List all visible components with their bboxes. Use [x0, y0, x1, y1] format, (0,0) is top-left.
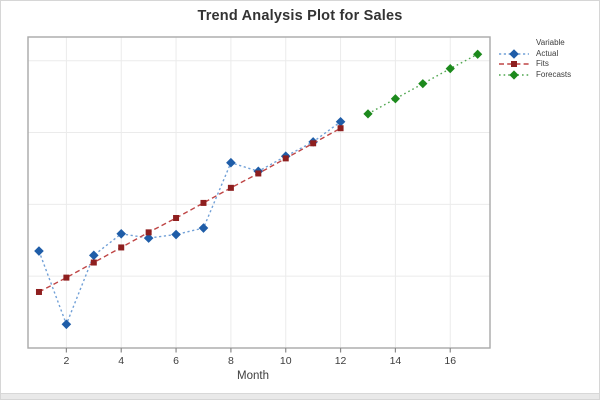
legend-item-actual: Actual [498, 49, 571, 60]
legend-item-label: Forecasts [536, 69, 572, 79]
legend: Variable Actual Fits Forecasts [498, 38, 571, 80]
legend-item-label: Actual [536, 48, 559, 58]
fits-series-marker-icon [499, 61, 529, 68]
forecasts-series-marker-icon [499, 70, 529, 80]
svg-text:6: 6 [173, 355, 179, 367]
legend-item-label: Fits [536, 59, 549, 68]
svg-text:12: 12 [335, 355, 347, 367]
window-bottom-edge [1, 393, 599, 399]
svg-text:16: 16 [444, 355, 456, 367]
x-axis-label: Month [237, 370, 269, 382]
svg-text:4: 4 [118, 355, 124, 367]
svg-text:8: 8 [228, 355, 234, 367]
legend-header: Variable [536, 38, 565, 47]
legend-item-fits: Fits [498, 59, 571, 70]
legend-item-forecasts: Forecasts [498, 70, 571, 81]
svg-text:2: 2 [63, 355, 69, 367]
svg-text:10: 10 [280, 355, 292, 367]
figure-title: Trend Analysis Plot for Sales [197, 8, 403, 24]
svg-text:14: 14 [390, 355, 402, 367]
actual-series-marker-icon [499, 48, 529, 59]
